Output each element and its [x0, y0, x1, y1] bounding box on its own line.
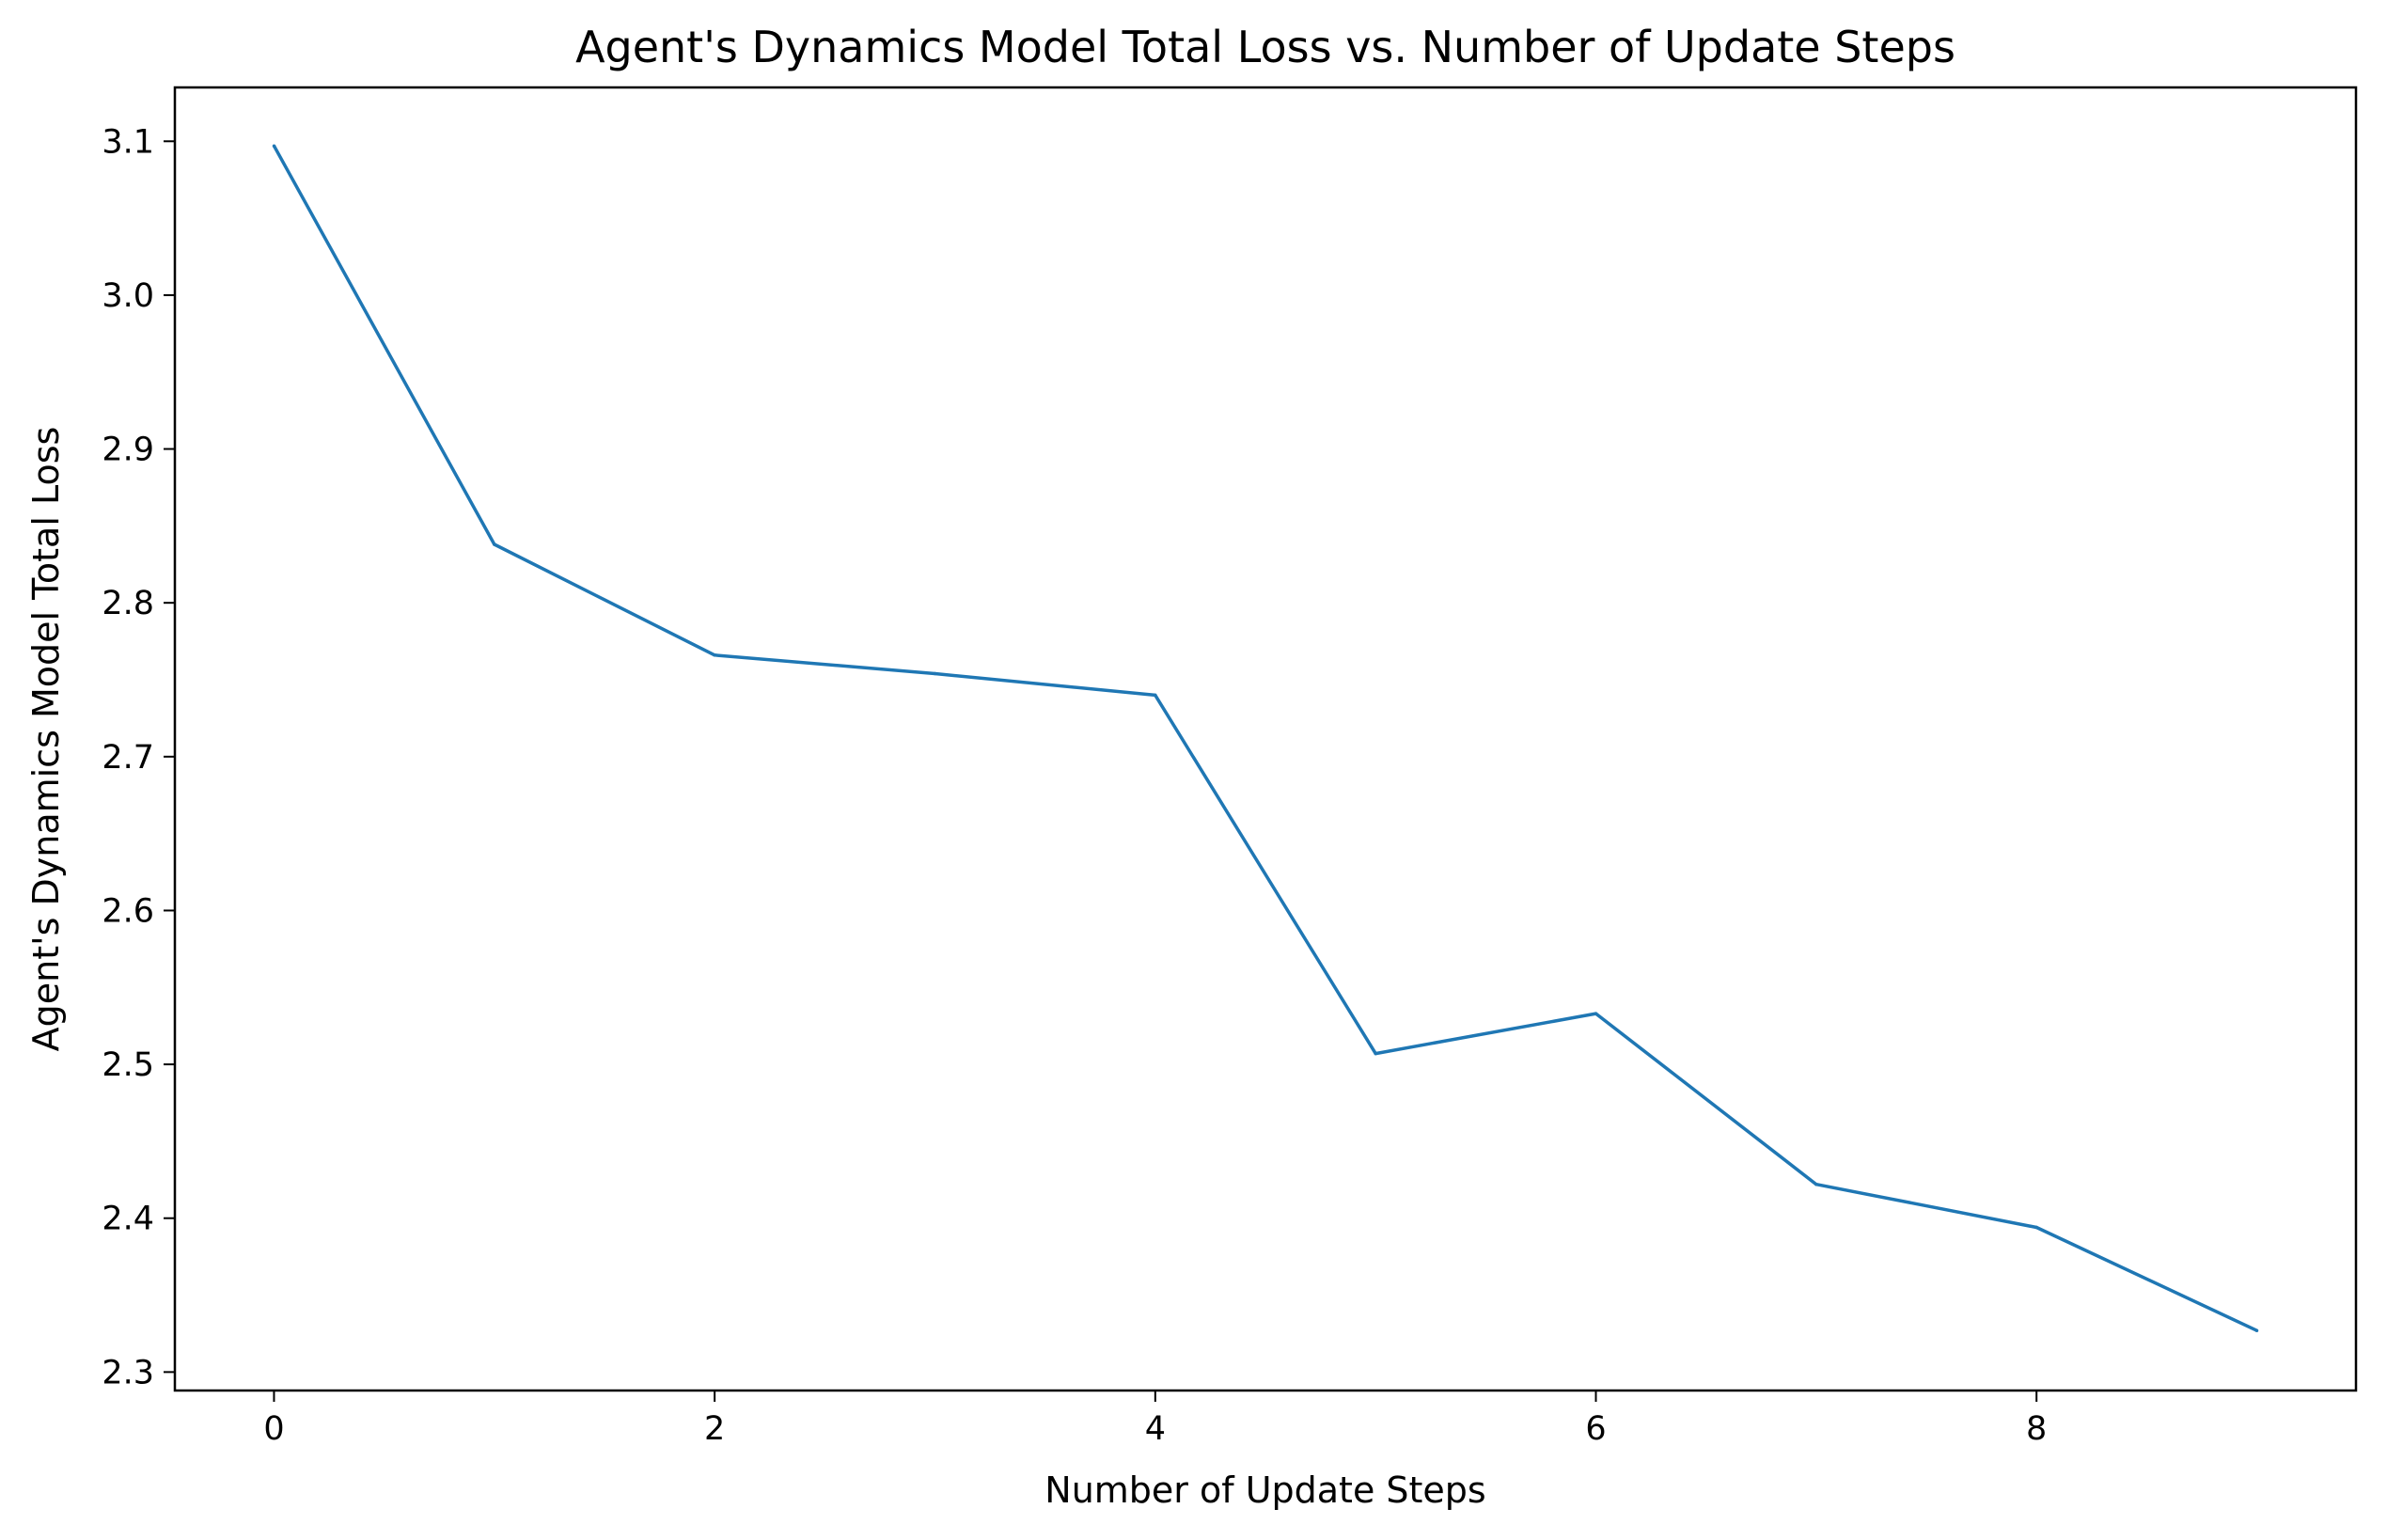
x-axis-label: Number of Update Steps — [1044, 1469, 1485, 1511]
y-tick-label: 2.7 — [102, 739, 154, 777]
data-point — [933, 671, 937, 676]
data-point — [272, 144, 276, 148]
data-point — [2034, 1225, 2038, 1230]
chart-title: Agent's Dynamics Model Total Loss vs. Nu… — [575, 22, 1955, 72]
series-layer — [272, 144, 2259, 1332]
y-tick-label: 2.4 — [102, 1201, 154, 1238]
y-tick-label: 2.3 — [102, 1354, 154, 1391]
x-tick-label: 6 — [1585, 1410, 1606, 1448]
x-axis-ticks: 0 2 4 6 8 — [263, 1391, 2047, 1448]
y-tick-label: 2.8 — [102, 585, 154, 622]
data-point — [2254, 1328, 2259, 1332]
data-point — [1154, 693, 1157, 698]
x-tick-label: 8 — [2026, 1410, 2047, 1448]
x-tick-label: 4 — [1145, 1410, 1166, 1448]
data-point — [1374, 1051, 1377, 1056]
y-axis-ticks: 2.3 2.4 2.5 2.6 2.7 2.8 2.9 3.0 3.1 — [102, 123, 175, 1391]
data-point — [713, 653, 716, 657]
y-tick-label: 2.6 — [102, 892, 154, 930]
x-tick-label: 0 — [263, 1410, 284, 1448]
series-line — [272, 145, 2258, 1332]
data-point — [493, 542, 496, 546]
y-tick-label: 2.5 — [102, 1046, 154, 1084]
plot-frame — [173, 86, 2358, 1392]
y-tick-label: 3.1 — [102, 123, 154, 161]
y-tick-label: 3.0 — [102, 277, 154, 315]
y-axis-label: Agent's Dynamics Model Total Loss — [25, 427, 67, 1052]
data-point — [1594, 1012, 1598, 1015]
y-tick-label: 2.9 — [102, 432, 154, 469]
data-point — [1814, 1182, 1818, 1186]
x-tick-label: 2 — [704, 1410, 725, 1448]
